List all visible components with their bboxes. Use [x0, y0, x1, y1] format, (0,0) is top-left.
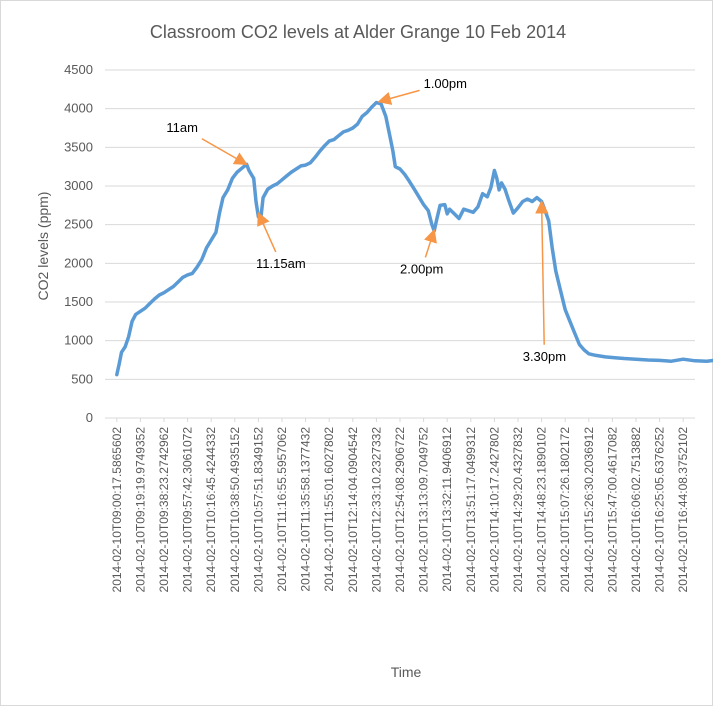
x-tick-label: 2014-02-10T12:33:10.2327332	[369, 427, 383, 593]
x-axis-ticks: 2014-02-10T09:00:17.5865602 2014-02-10T09…	[110, 418, 690, 592]
annotation-arrow	[201, 138, 248, 166]
annotation-label: 11.15am	[256, 256, 306, 271]
series-line	[115, 100, 713, 377]
gridlines	[105, 69, 695, 419]
x-tick-label: 2014-02-10T13:51:17.0499312	[464, 427, 478, 593]
annotation-label: 2.00pm	[400, 261, 443, 276]
x-tick-label: 2014-02-10T16:06:02.7513882	[629, 427, 643, 593]
x-tick-label: 2014-02-10T15:07:26.1802172	[558, 427, 572, 593]
y-tick-label: 0	[86, 410, 93, 425]
annotation-label: 1.00pm	[424, 76, 467, 91]
x-tick-label: 2014-02-10T15:47:00.4617082	[605, 427, 619, 593]
x-tick-label: 2014-02-10T14:29:20.4327832	[511, 427, 525, 593]
x-tick-label: 2014-02-10T10:38:50.4935152	[228, 427, 242, 593]
y-tick-label: 3000	[64, 178, 93, 193]
y-tick-label: 4500	[64, 62, 93, 77]
y-axis-ticks: 0 500 1000 1500 2000 2500 3000 3500 4000 4500	[64, 62, 93, 425]
x-axis-label: Time	[391, 664, 422, 680]
x-tick-label: 2014-02-10T13:32:11.9406912	[440, 427, 454, 592]
x-tick-label: 2014-02-10T09:38:23.2742962	[157, 427, 171, 593]
x-tick-label: 2014-02-10T12:14:04.0904542	[346, 427, 360, 593]
x-tick-label: 2014-02-10T14:48:23.1890102	[535, 427, 549, 593]
x-tick-label: 2014-02-10T15:26:30.2036912	[582, 427, 596, 593]
x-tick-label: 2014-02-10T11:55:01.6027802	[322, 427, 336, 592]
chart-title: Classroom CO2 levels at Alder Grange 10 …	[150, 22, 566, 42]
x-tick-label: 2014-02-10T09:19:19.9749352	[133, 427, 147, 593]
y-tick-label: 2500	[64, 217, 93, 232]
x-tick-label: 2014-02-10T12:54:08.2906722	[393, 427, 407, 593]
y-tick-label: 500	[71, 371, 93, 386]
y-axis-label: CO2 levels (ppm)	[35, 192, 51, 301]
y-tick-label: 1500	[64, 294, 93, 309]
y-tick-label: 4000	[64, 101, 93, 116]
x-tick-label: 2014-02-10T09:57:42.3061072	[181, 427, 195, 593]
annotation-arrow	[377, 89, 420, 105]
x-tick-label: 2014-02-10T10:16:45.4244332	[204, 427, 218, 593]
x-tick-label: 2014-02-10T11:35:58.1377432	[299, 427, 313, 592]
y-tick-label: 2000	[64, 255, 93, 270]
annotation-label: 11am	[166, 120, 198, 135]
x-tick-label: 2014-02-10T10:57:51.8349152	[251, 427, 265, 593]
x-tick-label: 2014-02-10T09:00:17.5865602	[110, 427, 124, 593]
x-tick-label: 2014-02-10T14:10:17.2427802	[487, 427, 501, 593]
x-tick-label: 2014-02-10T16:44:08.3752102	[676, 427, 690, 593]
y-tick-label: 3500	[64, 139, 93, 154]
y-tick-label: 1000	[64, 333, 93, 348]
annotations-group: 11am 11.15am 1.00pm 2.00pm 3.30pm	[166, 76, 566, 364]
annotation-label: 3.30pm	[523, 349, 566, 364]
annotation-arrow	[424, 228, 437, 258]
x-tick-label: 2014-02-10T16:25:05.6376252	[653, 427, 667, 593]
annotation-arrow	[257, 211, 277, 253]
annotation-arrow	[535, 200, 549, 345]
x-tick-label: 2014-02-10T13:13:09.7049752	[417, 427, 431, 593]
series-group	[115, 100, 713, 377]
x-tick-label: 2014-02-10T11:16:55.5957062	[275, 427, 289, 592]
